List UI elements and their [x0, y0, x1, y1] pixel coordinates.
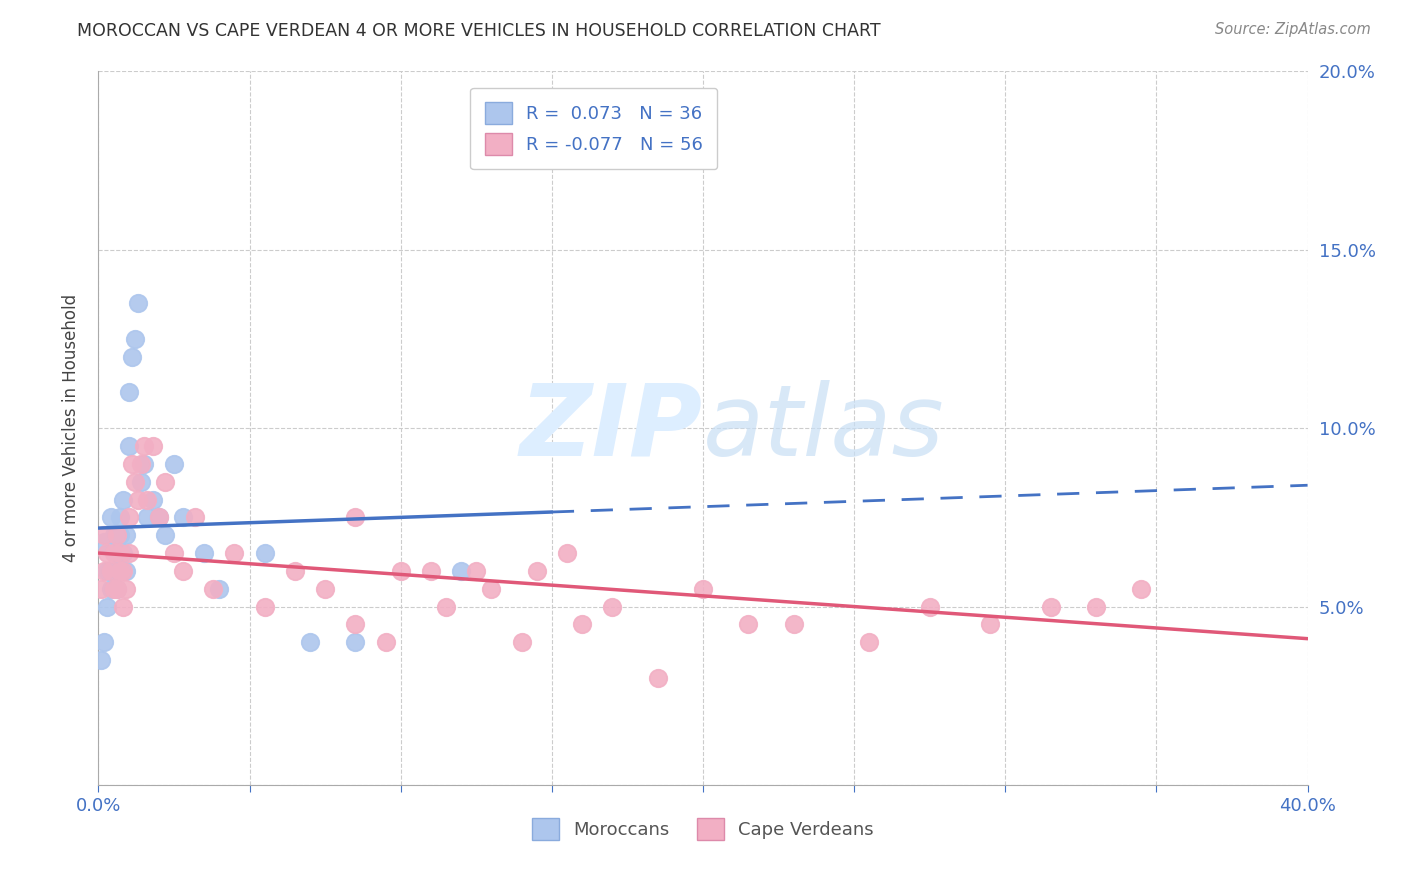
- Point: [172, 564, 194, 578]
- Point: [108, 564, 131, 578]
- Point: [1039, 599, 1062, 614]
- Point: [90, 582, 112, 596]
- Point: [96, 599, 118, 614]
- Point: [114, 564, 136, 578]
- Point: [344, 635, 367, 649]
- Point: [96, 564, 118, 578]
- Point: [129, 475, 152, 489]
- Point: [1085, 599, 1108, 614]
- Point: [93, 635, 115, 649]
- Text: Source: ZipAtlas.com: Source: ZipAtlas.com: [1215, 22, 1371, 37]
- Point: [208, 582, 231, 596]
- Point: [783, 617, 806, 632]
- Point: [153, 475, 176, 489]
- Point: [100, 564, 122, 578]
- Point: [224, 546, 246, 560]
- Point: [132, 457, 155, 471]
- Text: MOROCCAN VS CAPE VERDEAN 4 OR MORE VEHICLES IN HOUSEHOLD CORRELATION CHART: MOROCCAN VS CAPE VERDEAN 4 OR MORE VEHIC…: [77, 22, 882, 40]
- Point: [114, 582, 136, 596]
- Point: [96, 546, 118, 560]
- Point: [314, 582, 336, 596]
- Point: [193, 546, 215, 560]
- Point: [114, 528, 136, 542]
- Point: [344, 617, 367, 632]
- Point: [918, 599, 941, 614]
- Point: [465, 564, 488, 578]
- Point: [602, 599, 624, 614]
- Y-axis label: 4 or more Vehicles in Household: 4 or more Vehicles in Household: [62, 294, 80, 562]
- Point: [103, 564, 125, 578]
- Point: [163, 546, 186, 560]
- Point: [100, 582, 122, 596]
- Point: [858, 635, 880, 649]
- Point: [108, 528, 131, 542]
- Point: [93, 564, 115, 578]
- Point: [105, 582, 128, 596]
- Point: [153, 528, 176, 542]
- Point: [90, 653, 112, 667]
- Point: [184, 510, 207, 524]
- Point: [124, 332, 146, 346]
- Point: [118, 546, 141, 560]
- Point: [103, 528, 125, 542]
- Point: [103, 582, 125, 596]
- Point: [526, 564, 548, 578]
- Point: [93, 528, 115, 542]
- Point: [555, 546, 578, 560]
- Point: [118, 510, 141, 524]
- Point: [118, 385, 141, 400]
- Point: [647, 671, 669, 685]
- Point: [121, 457, 143, 471]
- Point: [135, 492, 157, 507]
- Point: [111, 492, 134, 507]
- Point: [124, 475, 146, 489]
- Point: [132, 439, 155, 453]
- Point: [450, 564, 472, 578]
- Point: [253, 546, 276, 560]
- Point: [93, 535, 115, 549]
- Point: [111, 546, 134, 560]
- Point: [105, 582, 128, 596]
- Point: [253, 599, 276, 614]
- Point: [105, 546, 128, 560]
- Text: ZIP: ZIP: [520, 380, 703, 476]
- Point: [299, 635, 322, 649]
- Point: [374, 635, 396, 649]
- Point: [105, 528, 128, 542]
- Point: [284, 564, 307, 578]
- Text: atlas: atlas: [703, 380, 945, 476]
- Point: [420, 564, 443, 578]
- Point: [127, 492, 149, 507]
- Point: [510, 635, 533, 649]
- Point: [108, 546, 131, 560]
- Point: [142, 439, 165, 453]
- Point: [1130, 582, 1153, 596]
- Point: [692, 582, 714, 596]
- Point: [100, 510, 122, 524]
- Point: [737, 617, 759, 632]
- Point: [389, 564, 412, 578]
- Point: [344, 510, 367, 524]
- Point: [434, 599, 457, 614]
- Point: [481, 582, 503, 596]
- Point: [202, 582, 225, 596]
- Point: [118, 439, 141, 453]
- Point: [127, 296, 149, 310]
- Point: [148, 510, 170, 524]
- Point: [103, 546, 125, 560]
- Legend: Moroccans, Cape Verdeans: Moroccans, Cape Verdeans: [524, 811, 882, 847]
- Point: [172, 510, 194, 524]
- Point: [979, 617, 1001, 632]
- Point: [129, 457, 152, 471]
- Point: [135, 510, 157, 524]
- Point: [108, 510, 131, 524]
- Point: [111, 564, 134, 578]
- Point: [571, 617, 593, 632]
- Point: [148, 510, 170, 524]
- Point: [142, 492, 165, 507]
- Point: [163, 457, 186, 471]
- Point: [111, 599, 134, 614]
- Point: [121, 350, 143, 364]
